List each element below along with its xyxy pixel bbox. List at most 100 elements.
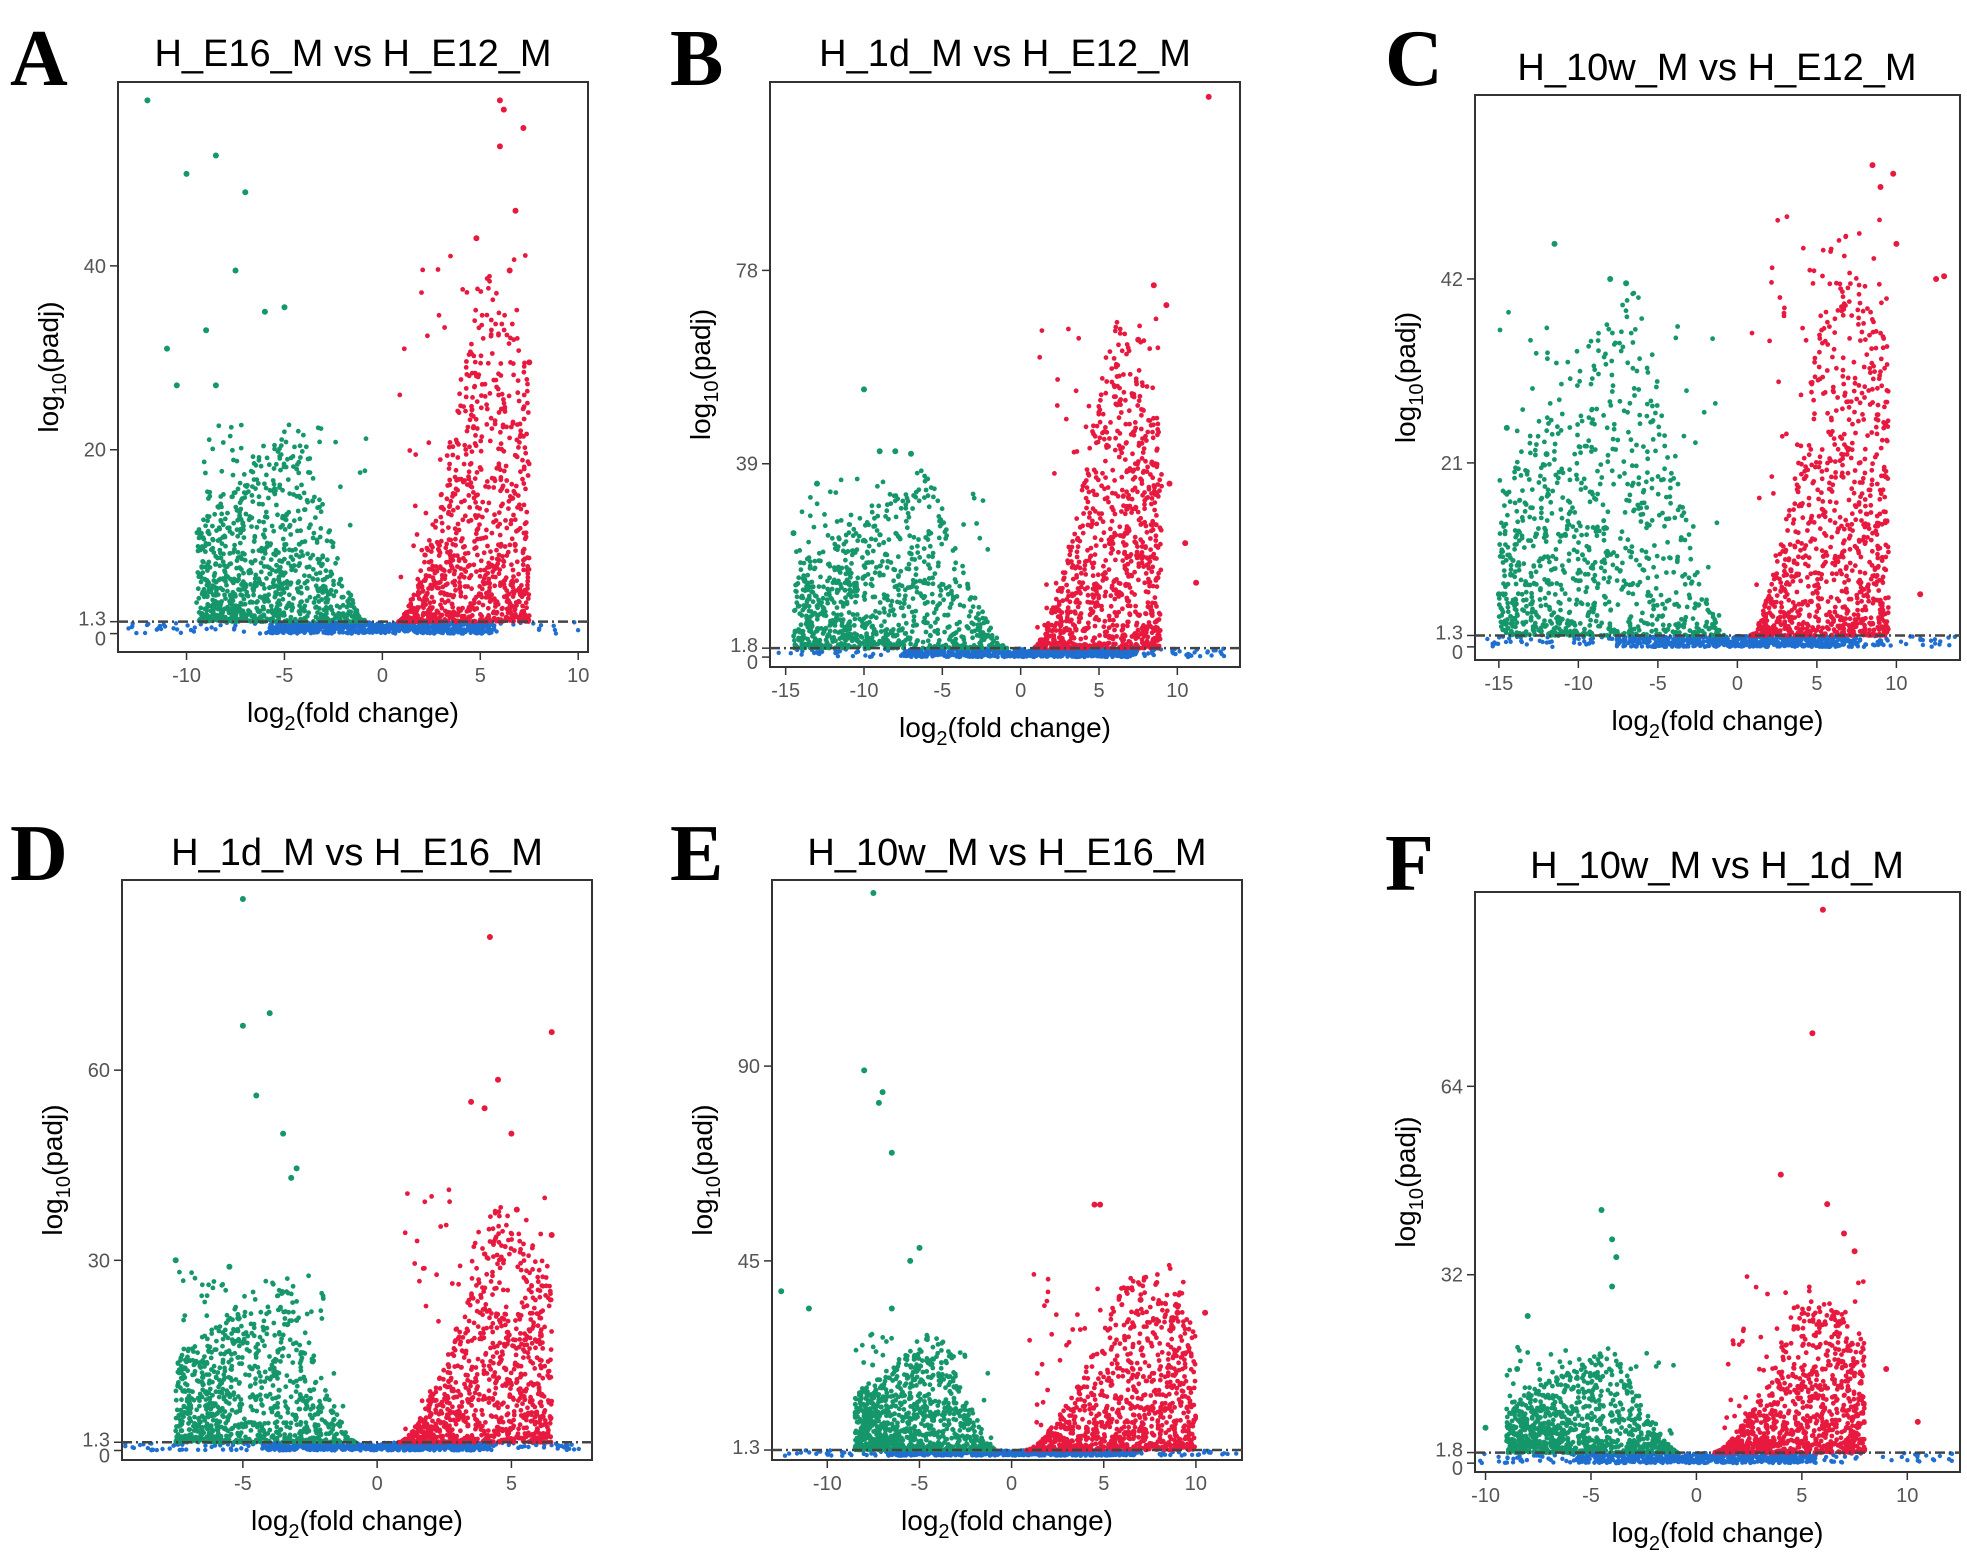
down-outlier (213, 153, 219, 159)
up-point (1099, 483, 1104, 488)
down-point (804, 580, 809, 585)
ns-point (380, 626, 384, 630)
down-point (923, 479, 928, 484)
up-point (1135, 556, 1140, 561)
down-point (808, 513, 813, 518)
down-point (216, 606, 221, 611)
down-point (200, 570, 205, 575)
down-point (977, 605, 982, 610)
up-point (437, 580, 442, 585)
up-point (509, 562, 514, 567)
up-point (1142, 446, 1147, 451)
down-point (842, 588, 847, 593)
down-point (244, 512, 249, 517)
panel-a: A H_E16_M vs H_E12_M -10 -5 0 5 1001.32040lo… (10, 15, 589, 735)
down-point (286, 510, 291, 515)
down-point (855, 612, 860, 617)
down-point (319, 509, 324, 514)
down-point (808, 495, 813, 500)
up-point (1149, 502, 1154, 507)
up-point (504, 464, 509, 469)
down-point (939, 588, 944, 593)
down-point (921, 640, 926, 645)
up-point (473, 476, 478, 481)
down-point (339, 595, 344, 600)
down-point (250, 484, 255, 489)
down-point (821, 584, 826, 589)
down-point (912, 557, 917, 562)
up-point (433, 613, 438, 618)
ns-point (171, 626, 175, 630)
down-point (320, 502, 325, 507)
up-point (515, 390, 520, 395)
up-point (464, 359, 469, 364)
down-point (335, 615, 340, 620)
up-point (425, 333, 430, 338)
up-point (417, 591, 422, 596)
up-point (503, 578, 508, 583)
up-point (1125, 562, 1130, 567)
ns-point (390, 624, 394, 628)
down-point (326, 530, 331, 535)
ns-point (185, 623, 189, 627)
down-point (251, 454, 256, 459)
up-point (1155, 427, 1160, 432)
up-point (471, 426, 476, 431)
down-point (883, 514, 888, 519)
down-point (968, 597, 973, 602)
up-point (501, 484, 506, 489)
down-point (980, 609, 985, 614)
up-point (451, 508, 456, 513)
up-point (498, 477, 503, 482)
down-point (952, 567, 957, 572)
up-point (444, 560, 449, 565)
down-point (289, 608, 294, 613)
ns-point (1000, 650, 1004, 654)
down-point (893, 498, 898, 503)
down-point (828, 489, 833, 494)
up-point (1082, 481, 1087, 486)
down-point (891, 578, 896, 583)
down-point (809, 589, 814, 594)
up-point (1150, 430, 1155, 435)
up-point (502, 328, 507, 333)
down-point (299, 599, 304, 604)
up-point (518, 432, 523, 437)
down-point (864, 621, 869, 626)
down-point (264, 486, 269, 491)
down-point (297, 554, 302, 559)
down-point (881, 480, 886, 485)
down-point (909, 545, 914, 550)
down-point (230, 603, 235, 608)
up-point (418, 568, 423, 573)
down-point (862, 639, 867, 644)
up-point (1142, 506, 1147, 511)
down-point (210, 524, 215, 529)
down-point (833, 490, 838, 495)
down-point (949, 591, 954, 596)
down-point (194, 600, 199, 605)
down-point (794, 549, 799, 554)
down-point (960, 564, 965, 569)
down-point (230, 611, 235, 616)
down-outlier (174, 382, 180, 388)
up-point (453, 537, 458, 542)
down-point (216, 423, 221, 428)
up-point (525, 586, 530, 591)
down-point (250, 499, 255, 504)
down-point (328, 604, 333, 609)
down-point (307, 525, 312, 530)
up-point (450, 453, 455, 458)
up-point (419, 548, 424, 553)
ns-point (452, 628, 456, 632)
up-point (1137, 324, 1142, 329)
down-point (288, 532, 293, 537)
up-point (525, 555, 530, 560)
up-point (1077, 580, 1082, 585)
up-point (526, 410, 531, 415)
down-point (844, 565, 849, 570)
ns-point (1171, 650, 1175, 654)
down-point (311, 536, 316, 541)
down-point (813, 566, 818, 571)
up-point (483, 394, 488, 399)
